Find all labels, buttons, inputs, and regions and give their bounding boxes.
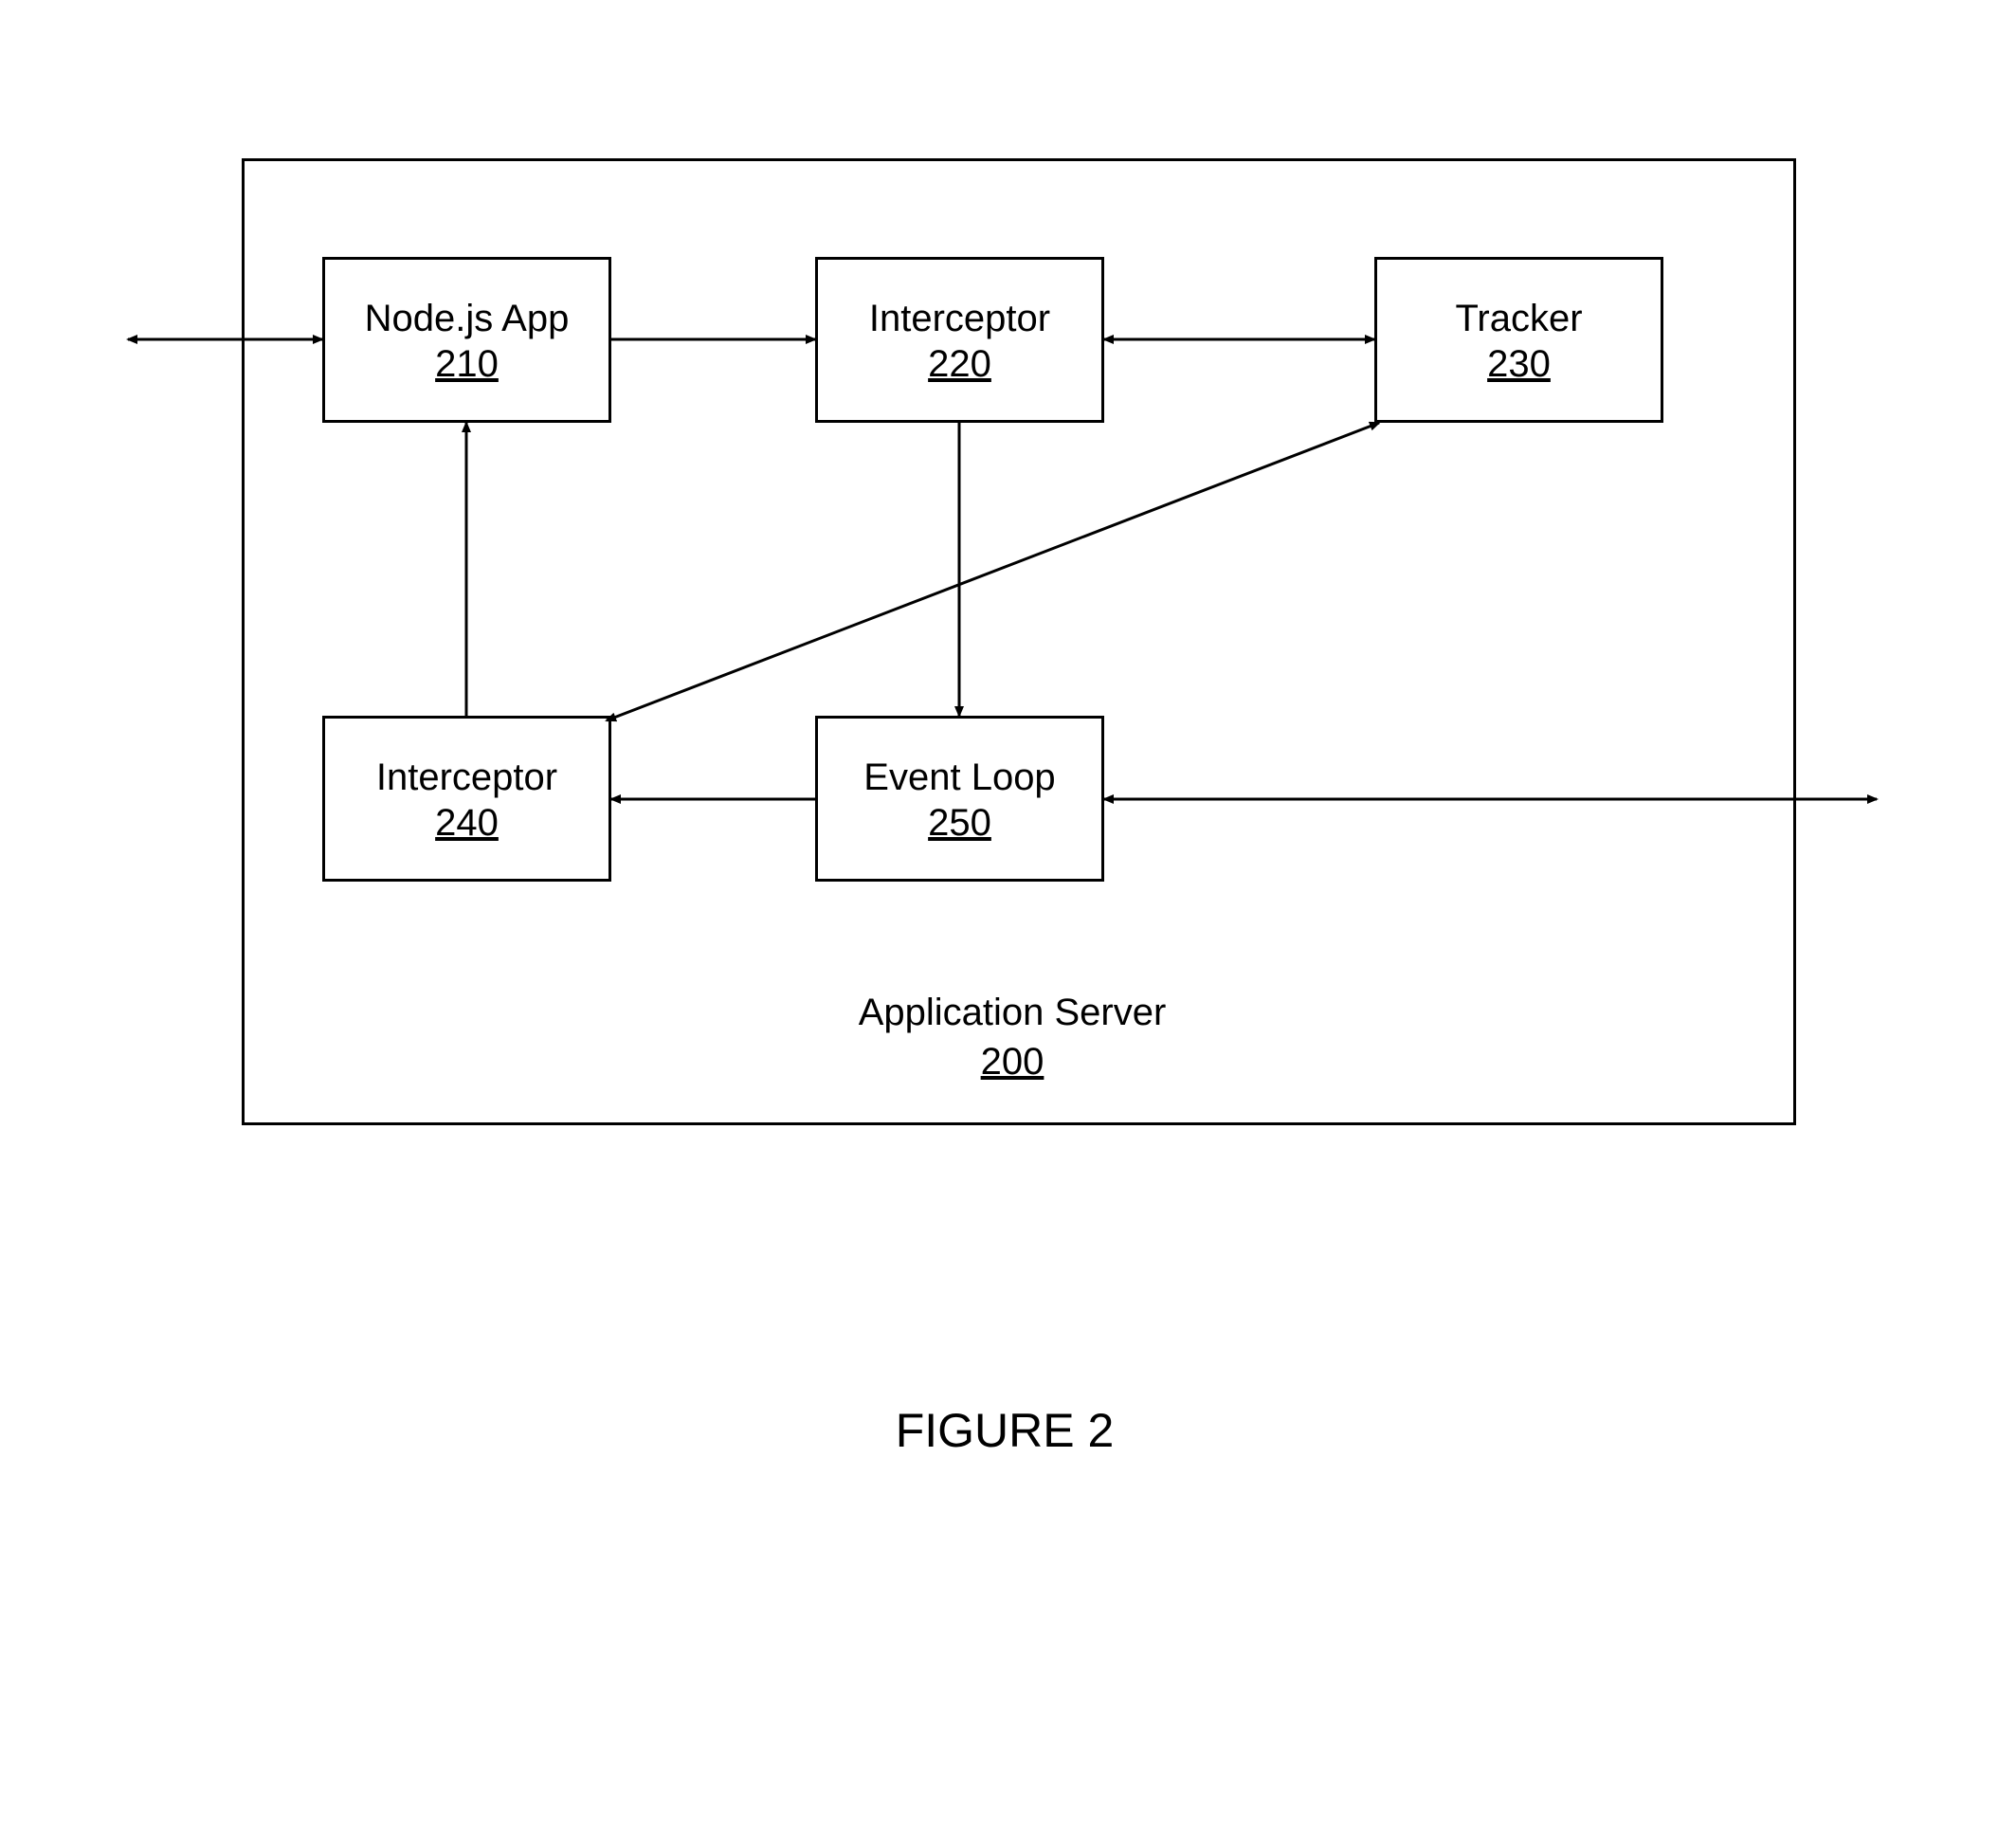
event-loop-ref: 250	[928, 802, 991, 845]
interceptor-240-label: Interceptor	[376, 753, 557, 802]
nodejs-app-ref: 210	[435, 343, 499, 386]
tracker-ref: 230	[1487, 343, 1551, 386]
container-ref: 200	[846, 1037, 1178, 1086]
tracker-box: Tracker 230	[1374, 257, 1663, 423]
interceptor-220-box: Interceptor 220	[815, 257, 1104, 423]
event-loop-box: Event Loop 250	[815, 716, 1104, 882]
nodejs-app-label: Node.js App	[365, 294, 570, 343]
interceptor-220-label: Interceptor	[869, 294, 1050, 343]
application-server-label: Application Server 200	[846, 988, 1178, 1086]
interceptor-240-ref: 240	[435, 802, 499, 845]
interceptor-220-ref: 220	[928, 343, 991, 386]
interceptor-240-box: Interceptor 240	[322, 716, 611, 882]
nodejs-app-box: Node.js App 210	[322, 257, 611, 423]
event-loop-label: Event Loop	[863, 753, 1055, 802]
figure-caption: FIGURE 2	[839, 1403, 1171, 1458]
container-name: Application Server	[846, 988, 1178, 1037]
tracker-label: Tracker	[1455, 294, 1582, 343]
